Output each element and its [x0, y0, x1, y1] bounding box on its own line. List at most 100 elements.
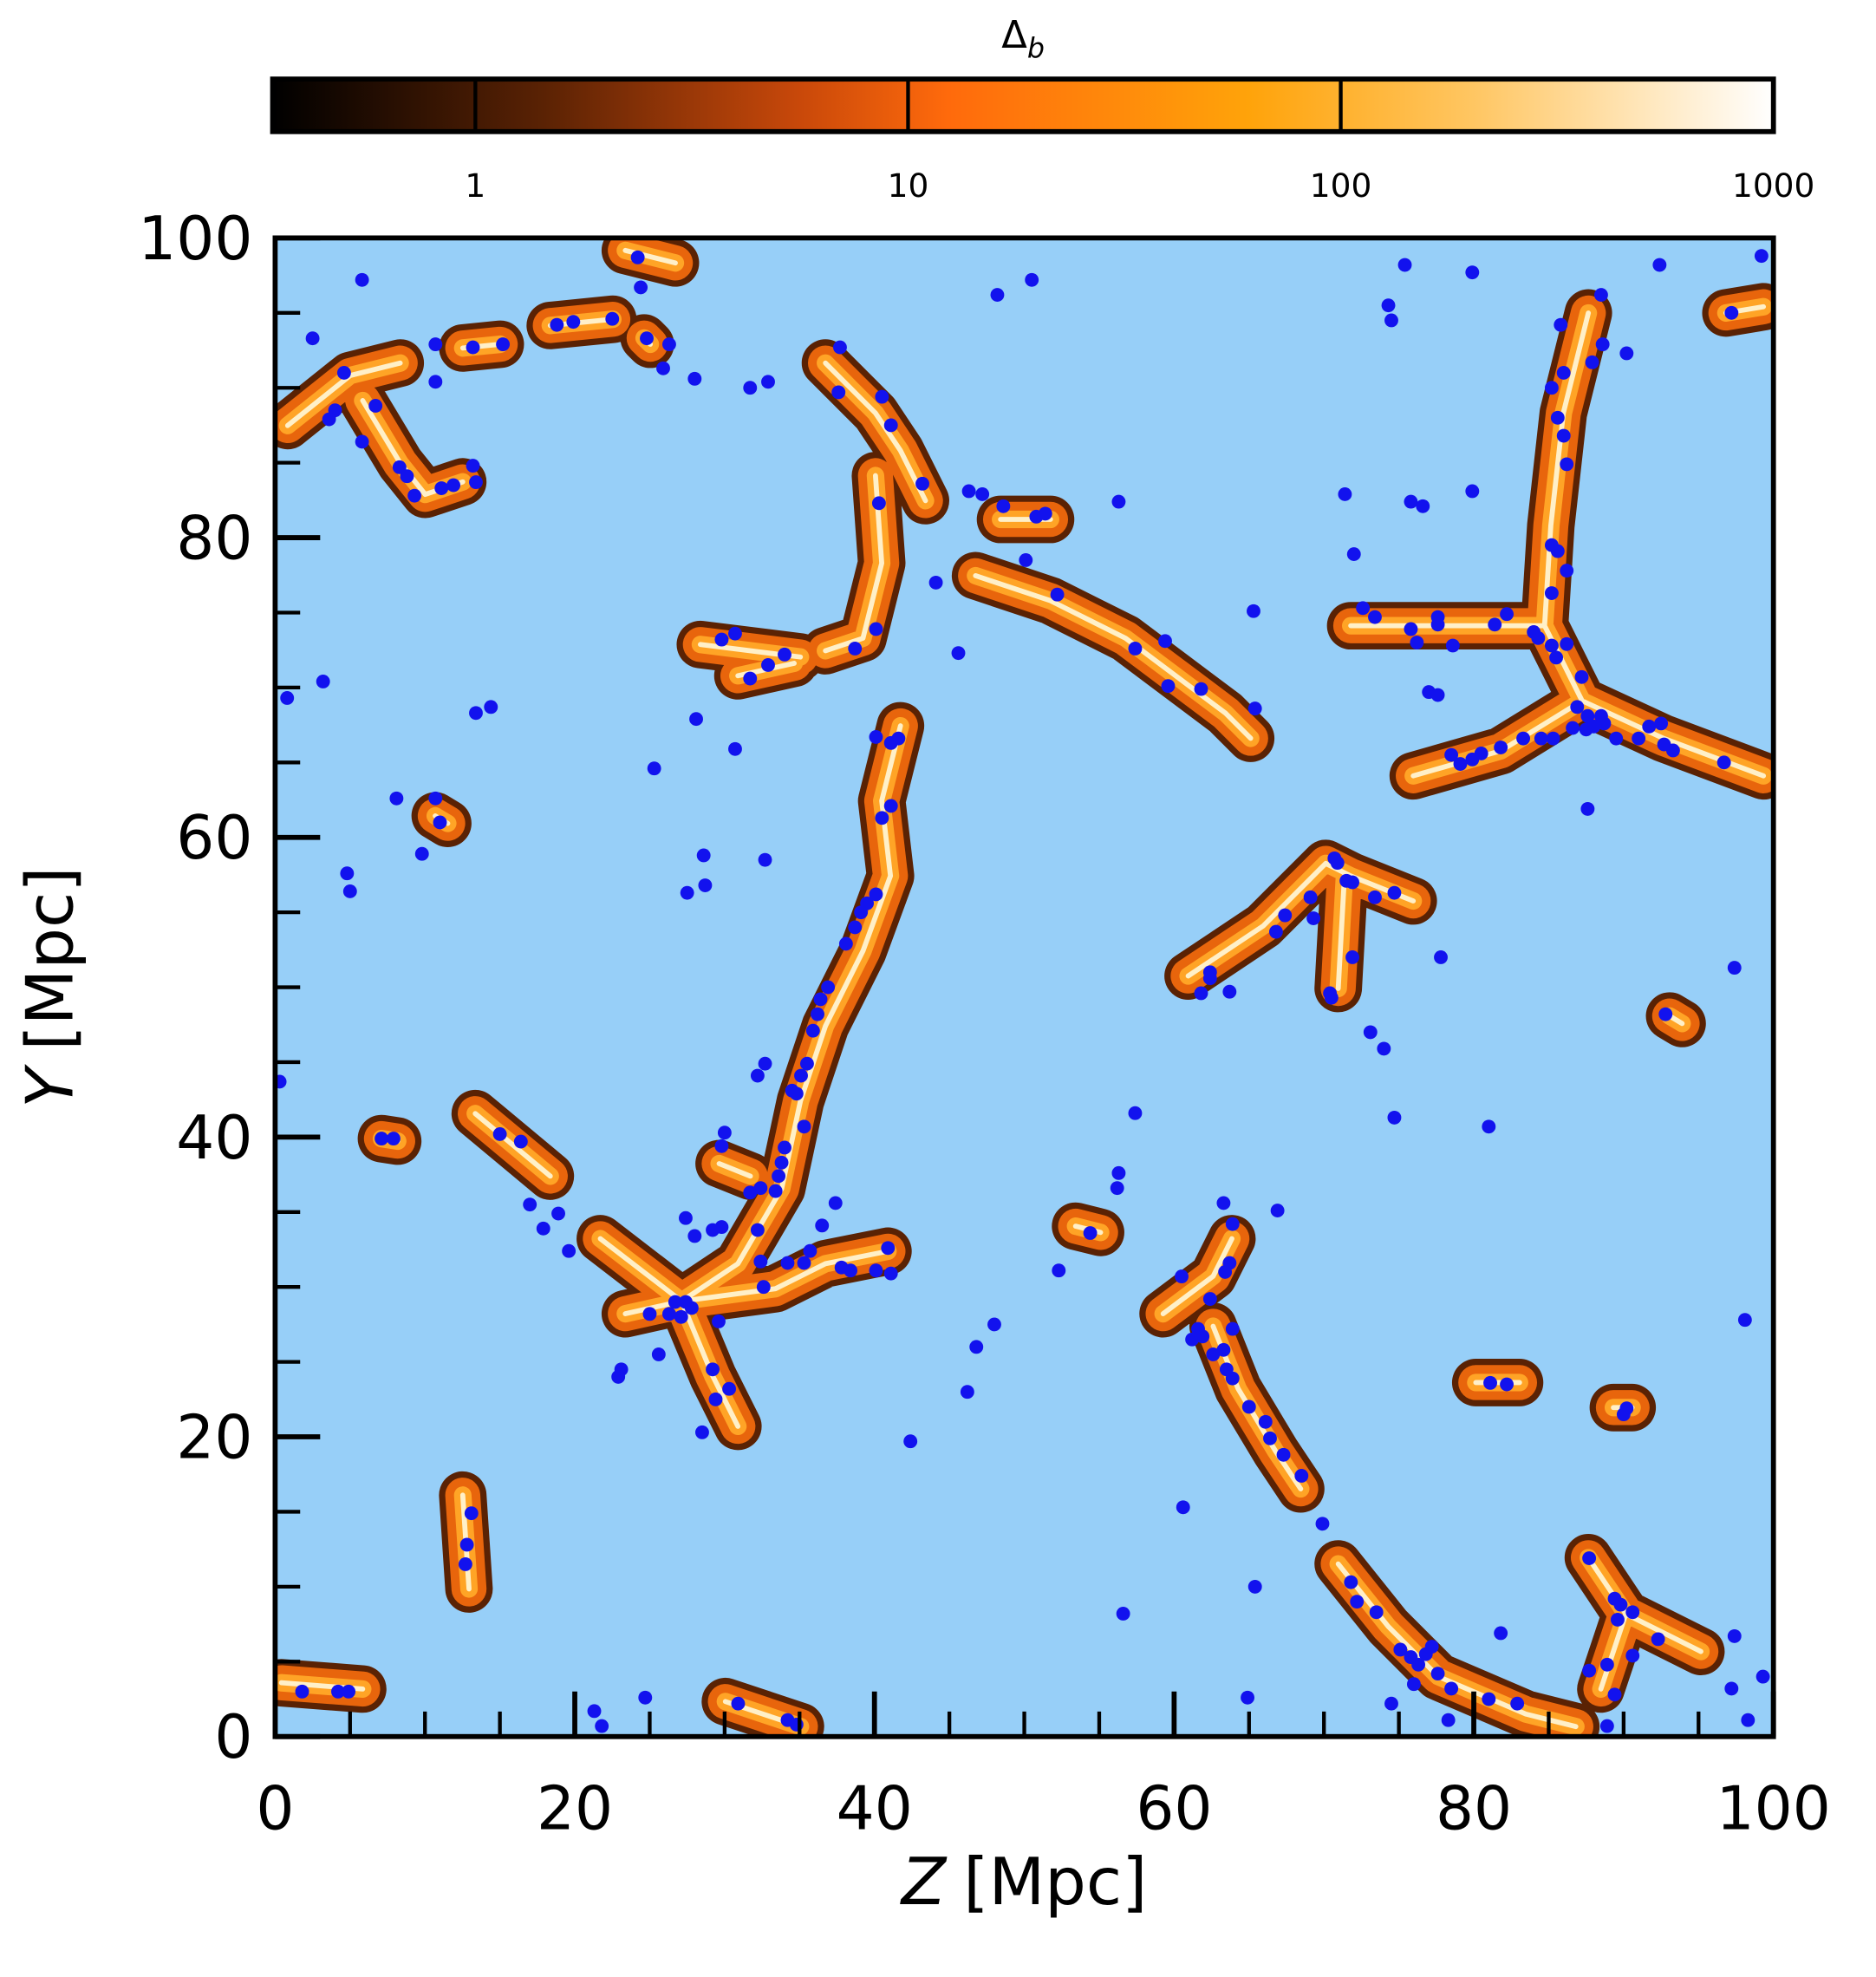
halo-point	[772, 1169, 786, 1184]
halo-point	[668, 1295, 682, 1309]
halo-point	[1225, 1321, 1240, 1336]
halo-point	[1580, 708, 1595, 723]
colorbar-tick-label: 1	[465, 166, 485, 205]
halo-point	[1546, 731, 1560, 746]
halo-point	[642, 1307, 657, 1321]
halo-point	[1111, 494, 1126, 509]
halo-point	[523, 1197, 537, 1212]
axes: 0 20 40 60 80 100 0 20 40 60 80 100	[138, 205, 1831, 1844]
halo-point	[1483, 1375, 1497, 1390]
halo-point	[687, 1229, 702, 1243]
halo-point	[1741, 1713, 1755, 1727]
halo-point	[587, 1704, 602, 1719]
halo-point	[1582, 1551, 1597, 1565]
halo-point	[1625, 1648, 1640, 1663]
halo-point	[414, 846, 429, 861]
halo-point	[295, 1684, 309, 1699]
halo-point	[1241, 1690, 1254, 1705]
halo-point	[800, 1056, 814, 1071]
halo-point	[464, 1506, 479, 1521]
halo-point	[996, 499, 1011, 513]
halo-point	[428, 337, 443, 352]
halo-point	[758, 852, 772, 867]
halo-point	[797, 1256, 811, 1270]
halo-point	[1549, 650, 1564, 665]
halo-point	[1404, 622, 1418, 636]
x-tick-label: 100	[1716, 1774, 1831, 1843]
halo-point	[695, 1425, 709, 1439]
halo-point	[1381, 298, 1396, 313]
halo-point	[469, 706, 483, 721]
colorbar-ticks: 1 10 100 1000	[465, 79, 1814, 205]
halo-point	[1651, 1632, 1665, 1647]
halo-point	[1453, 757, 1468, 771]
halo-point	[1306, 911, 1321, 925]
halo-point	[883, 1266, 898, 1281]
halo-point	[1607, 1687, 1622, 1702]
halo-point	[1500, 1377, 1514, 1392]
halo-point	[821, 980, 836, 995]
halo-point	[496, 337, 511, 352]
halo-point	[1270, 1204, 1285, 1218]
halo-point	[768, 1184, 783, 1198]
halo-point	[1582, 1663, 1597, 1678]
halo-point	[400, 469, 414, 484]
halo-point	[698, 878, 713, 892]
halo-point	[1560, 457, 1574, 472]
halo-point	[630, 250, 645, 264]
halo-point	[316, 675, 330, 688]
halo-point	[1619, 346, 1634, 361]
halo-point	[706, 1362, 720, 1377]
halo-point	[1241, 1400, 1256, 1414]
halo-point	[1410, 636, 1424, 649]
halo-point	[1465, 265, 1480, 280]
x-label-var: Z	[900, 1843, 948, 1920]
halo-point	[336, 366, 351, 380]
halo-point	[761, 375, 775, 389]
halo-point	[1258, 1414, 1273, 1429]
halo-point	[407, 488, 422, 503]
halo-point	[1550, 544, 1565, 558]
halo-point	[1560, 564, 1574, 578]
halo-point	[1161, 679, 1176, 694]
halo-point	[1111, 1165, 1126, 1180]
halo-point	[1338, 487, 1352, 501]
halo-point	[1716, 755, 1731, 770]
halo-point	[875, 389, 889, 404]
halo-point	[961, 484, 976, 499]
halo-point	[661, 337, 676, 352]
halo-point	[813, 992, 828, 1007]
halo-point	[1534, 731, 1548, 746]
halo-point	[848, 920, 863, 935]
halo-point	[743, 1185, 758, 1200]
halo-point	[1247, 604, 1260, 618]
halo-point	[342, 884, 357, 898]
halo-point	[605, 311, 620, 326]
halo-point	[566, 315, 581, 330]
halo-point	[960, 1385, 974, 1400]
halo-point	[1411, 1657, 1426, 1672]
halo-point	[1465, 752, 1480, 767]
halo-point	[1128, 642, 1143, 656]
halo-point	[1247, 701, 1262, 716]
halo-point	[1434, 950, 1448, 964]
halo-point	[1585, 355, 1599, 369]
halo-point	[1445, 638, 1460, 653]
halo-point	[595, 1719, 609, 1733]
halo-point	[871, 496, 886, 511]
halo-point	[368, 399, 383, 413]
halo-point	[1116, 1607, 1130, 1621]
halo-point	[1597, 716, 1612, 731]
halo-point	[1550, 410, 1565, 425]
halo-point	[743, 671, 758, 686]
halo-point	[1444, 1681, 1459, 1696]
halo-point	[433, 815, 447, 830]
halo-point	[1599, 1657, 1614, 1672]
halo-point	[969, 1340, 984, 1354]
halo-point	[1554, 317, 1568, 332]
halo-point	[728, 626, 742, 641]
halo-point	[706, 1223, 720, 1237]
colorbar-label-sub: b	[1027, 34, 1045, 65]
halo-point	[1176, 1500, 1190, 1515]
